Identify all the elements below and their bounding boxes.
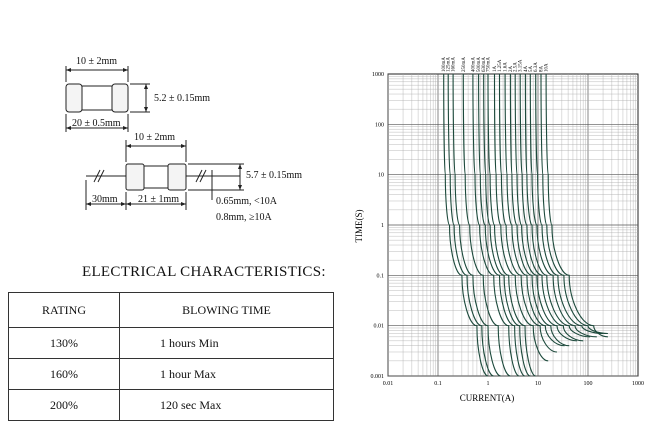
blowing-time-cell: 1 hours Min [119, 327, 334, 359]
lead-dia-large-label: 0.8mm, ≥10A [216, 212, 272, 223]
series-label: 400mA [471, 57, 476, 72]
series-curve [535, 73, 604, 335]
series-curve [524, 73, 591, 338]
diameter-label: 5.2 ± 0.15mm [154, 93, 211, 104]
rating-cell: 160% [8, 358, 120, 390]
series-label: 6.3A [534, 62, 539, 72]
blowing-time-cell: 120 sec Max [119, 389, 334, 421]
x-tick-label: 0.01 [383, 381, 394, 387]
series-label: 8A [540, 66, 545, 73]
series-label: 2A [509, 66, 514, 73]
table-header-row: RATING BLOWING TIME [8, 292, 334, 328]
series-curve [540, 73, 608, 335]
series-label: 5A [529, 66, 534, 73]
rating-header: RATING [8, 292, 120, 328]
series-curve [519, 73, 584, 342]
leaded-cap-length-label: 10 ± 2mm [134, 132, 176, 143]
series-label: 500mA [477, 57, 482, 72]
series-curve [472, 73, 520, 377]
series-label: 1.6A [504, 62, 509, 72]
body-length-label: 20 ± 0.5mm [72, 118, 121, 129]
table-row: 130% 1 hours Min [8, 327, 334, 359]
series-label: 750mA [487, 57, 492, 72]
y-tick-label: 0.1 [377, 273, 385, 279]
lead-length-label: 30mm [92, 194, 118, 205]
series-curve [452, 73, 502, 377]
y-tick-label: 0.001 [371, 374, 385, 380]
series-label: 1.25A [498, 59, 503, 72]
x-axis-label: CURRENT(A) [460, 393, 515, 403]
x-tick-label: 1000 [632, 381, 644, 387]
series-curve [545, 73, 608, 338]
series-label: 4A [524, 66, 529, 73]
y-tick-label: 1 [381, 223, 384, 229]
series-label: 3.15A [519, 59, 524, 72]
series-label: 125mA [447, 57, 452, 72]
series-curve [478, 73, 526, 377]
leaded-diameter-label: 5.7 ± 0.15mm [246, 170, 303, 181]
series-curve [443, 73, 489, 377]
y-tick-label: 0.01 [374, 324, 385, 330]
y-tick-label: 100 [375, 122, 384, 128]
series-curve [487, 73, 536, 377]
table-row: 160% 1 hour Max [8, 358, 334, 390]
leaded-body-length-label: 21 ± 1mm [138, 194, 180, 205]
blowing-time-header: BLOWING TIME [119, 292, 334, 328]
series-curve [504, 73, 565, 347]
electrical-characteristics-title: ELECTRICAL CHARACTERISTICS: [82, 264, 326, 280]
rating-table: RATING BLOWING TIME 130% 1 hours Min 160… [8, 292, 334, 421]
series-curve [493, 73, 549, 362]
cartridge-fuse-drawing [65, 66, 244, 210]
series-curve [514, 73, 577, 342]
y-tick-label: 10 [378, 173, 384, 179]
series-curve [462, 73, 511, 377]
series-label: 100mA [442, 57, 447, 72]
series-label: 2.5A [514, 62, 519, 72]
series-curve [509, 73, 570, 347]
series-curve [447, 73, 494, 377]
series-label: 630mA [482, 57, 487, 72]
time-current-chart: 0.01 0.1 1 10 100 100010001001010.10.010.001 … [354, 57, 644, 403]
lead-dia-small-label: 0.65mm, <10A [216, 196, 277, 207]
blowing-time-cell: 1 hour Max [119, 358, 334, 390]
x-tick-label: 10 [535, 381, 541, 387]
series-curve [483, 73, 531, 377]
series-curve [498, 73, 558, 353]
series-label: 10A [545, 63, 550, 72]
x-tick-label: 1 [487, 381, 490, 387]
y-axis-label: TIME(S) [354, 210, 364, 243]
rating-cell: 130% [8, 327, 120, 359]
y-tick-label: 1000 [372, 72, 384, 78]
cap-length-label: 10 ± 2mm [76, 56, 118, 67]
series-label: 160mA [452, 57, 457, 72]
table-row: 200% 120 sec Max [8, 389, 334, 421]
rating-cell: 200% [8, 389, 120, 421]
x-tick-label: 100 [584, 381, 593, 387]
series-label: 250mA [462, 57, 467, 72]
x-tick-label: 0.1 [434, 381, 442, 387]
series-curve [529, 73, 597, 338]
series-label: 1A [493, 66, 498, 73]
